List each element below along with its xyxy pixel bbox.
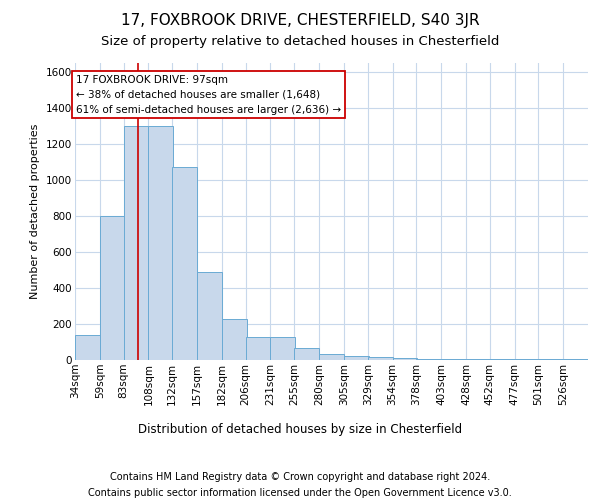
Bar	[124, 126, 148, 360]
Bar	[148, 126, 173, 360]
Bar	[294, 348, 319, 360]
Text: Contains public sector information licensed under the Open Government Licence v3: Contains public sector information licen…	[88, 488, 512, 498]
Bar	[319, 354, 344, 360]
Text: 17 FOXBROOK DRIVE: 97sqm
← 38% of detached houses are smaller (1,648)
61% of sem: 17 FOXBROOK DRIVE: 97sqm ← 38% of detach…	[76, 75, 341, 114]
Bar	[368, 358, 392, 360]
Bar	[392, 358, 418, 360]
Text: Size of property relative to detached houses in Chesterfield: Size of property relative to detached ho…	[101, 35, 499, 48]
Bar	[245, 336, 271, 360]
Bar	[466, 359, 491, 360]
Text: Distribution of detached houses by size in Chesterfield: Distribution of detached houses by size …	[138, 422, 462, 436]
Bar	[441, 359, 466, 360]
Text: Contains HM Land Registry data © Crown copyright and database right 2024.: Contains HM Land Registry data © Crown c…	[110, 472, 490, 482]
Bar	[100, 216, 125, 360]
Bar	[222, 318, 247, 360]
Y-axis label: Number of detached properties: Number of detached properties	[31, 124, 40, 299]
Bar	[75, 335, 100, 360]
Text: 17, FOXBROOK DRIVE, CHESTERFIELD, S40 3JR: 17, FOXBROOK DRIVE, CHESTERFIELD, S40 3J…	[121, 12, 479, 28]
Bar	[416, 359, 441, 360]
Bar	[344, 356, 369, 360]
Bar	[172, 167, 197, 360]
Bar	[197, 272, 222, 360]
Bar	[271, 336, 295, 360]
